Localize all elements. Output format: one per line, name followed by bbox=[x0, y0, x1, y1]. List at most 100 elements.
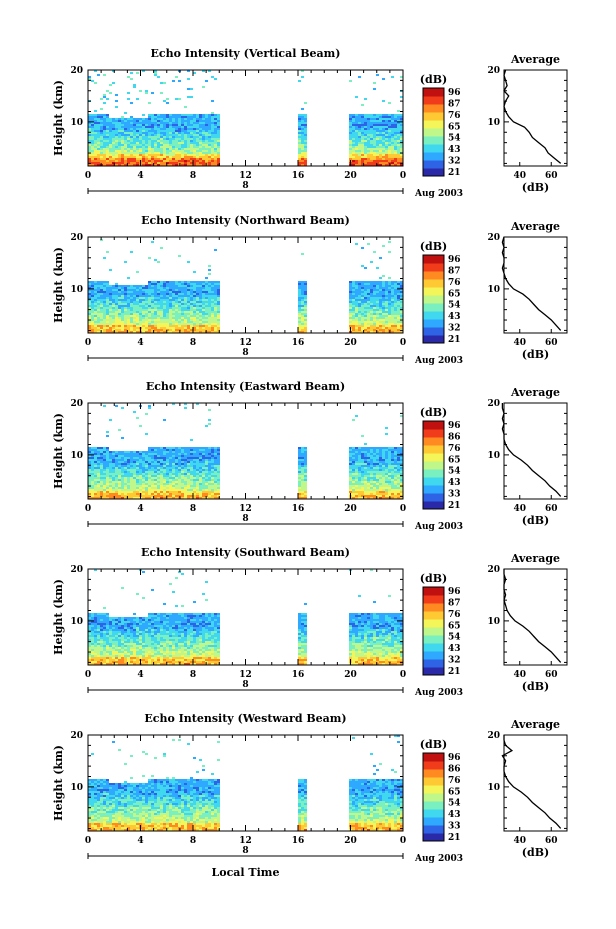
average-profile-line bbox=[503, 569, 562, 663]
average-x-label: (dB) bbox=[522, 514, 549, 527]
x-tick-label: 8 bbox=[190, 504, 196, 514]
colorbar-tick-label: 21 bbox=[448, 667, 461, 677]
colorbar-swatch bbox=[423, 104, 444, 113]
day-marker-label: 8 bbox=[242, 348, 248, 358]
average-x-tick-label: 60 bbox=[545, 670, 558, 680]
colorbar-tick-label: 32 bbox=[448, 157, 461, 167]
colorbar-swatch bbox=[423, 327, 444, 336]
panel-title: Echo Intensity (Southward Beam) bbox=[141, 546, 350, 559]
y-axis-label: Height (km) bbox=[52, 413, 65, 489]
colorbar-tick-label: 43 bbox=[448, 810, 461, 820]
x-tick-label: 16 bbox=[292, 338, 305, 348]
x-tick-label: 20 bbox=[344, 338, 357, 348]
average-title: Average bbox=[510, 220, 560, 233]
colorbar-swatch bbox=[423, 611, 444, 620]
day-marker-label: 8 bbox=[242, 181, 248, 191]
colorbar-swatch bbox=[423, 659, 444, 668]
panel-title: Echo Intensity (Northward Beam) bbox=[141, 214, 350, 227]
panel-5: Echo Intensity (Westward Beam) 10 20 Height… bbox=[52, 712, 568, 864]
x-tick-label: 20 bbox=[344, 836, 357, 846]
colorbar-tick-label: 21 bbox=[448, 501, 461, 511]
panel-2: Echo Intensity (Northward Beam) 10 20 Heigh… bbox=[52, 214, 568, 366]
average-profile: Average 10 20 40 60(dB) bbox=[487, 53, 568, 194]
colorbar-tick-label: 43 bbox=[448, 478, 461, 488]
colorbar-tick-label: 65 bbox=[448, 455, 461, 465]
colorbar-tick-label: 33 bbox=[448, 822, 461, 832]
heatmap-field bbox=[88, 70, 403, 166]
colorbar-title: (dB) bbox=[420, 73, 447, 86]
y-tick-label: 10 bbox=[70, 451, 83, 461]
x-tick-label: 12 bbox=[239, 504, 252, 514]
colorbar-tick-label: 76 bbox=[448, 444, 461, 454]
colorbar-frame bbox=[422, 254, 445, 344]
colorbar-swatch bbox=[423, 168, 444, 177]
colorbar-swatch bbox=[423, 485, 444, 494]
x-tick-label: 0 bbox=[85, 670, 91, 680]
average-x-label: (dB) bbox=[522, 181, 549, 194]
y-axis-label: Height (km) bbox=[52, 247, 65, 323]
colorbar-tick-label: 32 bbox=[448, 656, 461, 666]
x-tick-label: 0 bbox=[85, 171, 91, 181]
y-axis-label: Height (km) bbox=[52, 579, 65, 655]
y-tick-label: 10 bbox=[70, 783, 83, 793]
colorbar-title: (dB) bbox=[420, 240, 447, 253]
colorbar-swatch bbox=[423, 263, 444, 272]
average-x-tick-label: 60 bbox=[545, 338, 558, 348]
colorbar-frame bbox=[422, 752, 445, 842]
colorbar-swatch bbox=[423, 287, 444, 296]
colorbar-tick-label: 87 bbox=[448, 99, 461, 109]
colorbar-swatch bbox=[423, 627, 444, 636]
day-marker-label: 8 bbox=[242, 514, 248, 524]
date-label: Aug 2003 bbox=[414, 522, 463, 532]
x-tick-label: 4 bbox=[137, 504, 143, 514]
colorbar-frame bbox=[422, 420, 445, 510]
average-y-tick-label: 10 bbox=[487, 783, 500, 793]
average-frame bbox=[503, 734, 568, 832]
colorbar-swatch bbox=[423, 112, 444, 121]
colorbar-tick-label: 21 bbox=[448, 833, 461, 843]
heatmap-field bbox=[88, 403, 403, 499]
colorbar-tick-label: 87 bbox=[448, 266, 461, 276]
colorbar-tick-label: 32 bbox=[448, 324, 461, 334]
colorbar-tick-label: 54 bbox=[448, 467, 461, 477]
colorbar-tick-label: 76 bbox=[448, 610, 461, 620]
colorbar-swatch bbox=[423, 817, 444, 826]
colorbar-swatch bbox=[423, 421, 444, 430]
average-y-tick-label: 20 bbox=[487, 233, 500, 243]
colorbar-tick-label: 86 bbox=[448, 432, 461, 442]
colorbar-frame bbox=[422, 586, 445, 676]
y-tick-label: 20 bbox=[70, 565, 83, 575]
colorbar-swatch bbox=[423, 279, 444, 288]
colorbar-title: (dB) bbox=[420, 738, 447, 751]
colorbar-title: (dB) bbox=[420, 572, 447, 585]
colorbar-tick-label: 65 bbox=[448, 621, 461, 631]
colorbar-swatch bbox=[423, 777, 444, 786]
average-frame bbox=[503, 69, 568, 167]
colorbar-swatch bbox=[423, 769, 444, 778]
colorbar-swatch bbox=[423, 493, 444, 502]
colorbar-swatch bbox=[423, 595, 444, 604]
colorbar-swatch bbox=[423, 136, 444, 145]
average-x-label: (dB) bbox=[522, 846, 549, 859]
colorbar-tick-label: 54 bbox=[448, 633, 461, 643]
x-tick-label: 0 bbox=[85, 504, 91, 514]
colorbar-swatch bbox=[423, 429, 444, 438]
x-tick-label: 8 bbox=[190, 670, 196, 680]
average-profile: Average 10 20 40 60(dB) bbox=[487, 718, 568, 859]
colorbar-swatch bbox=[423, 295, 444, 304]
average-y-tick-label: 10 bbox=[487, 118, 500, 128]
colorbar-swatch bbox=[423, 753, 444, 762]
average-x-tick-label: 60 bbox=[545, 171, 558, 181]
colorbar-swatch bbox=[423, 311, 444, 320]
colorbar-frame bbox=[422, 87, 445, 177]
x-tick-label: 12 bbox=[239, 338, 252, 348]
colorbar-tick-label: 96 bbox=[448, 587, 461, 597]
average-profile-line bbox=[501, 735, 562, 829]
colorbar-tick-label: 86 bbox=[448, 764, 461, 774]
x-tick-label: 4 bbox=[137, 836, 143, 846]
colorbar-swatch bbox=[423, 793, 444, 802]
x-tick-label: 16 bbox=[292, 836, 305, 846]
